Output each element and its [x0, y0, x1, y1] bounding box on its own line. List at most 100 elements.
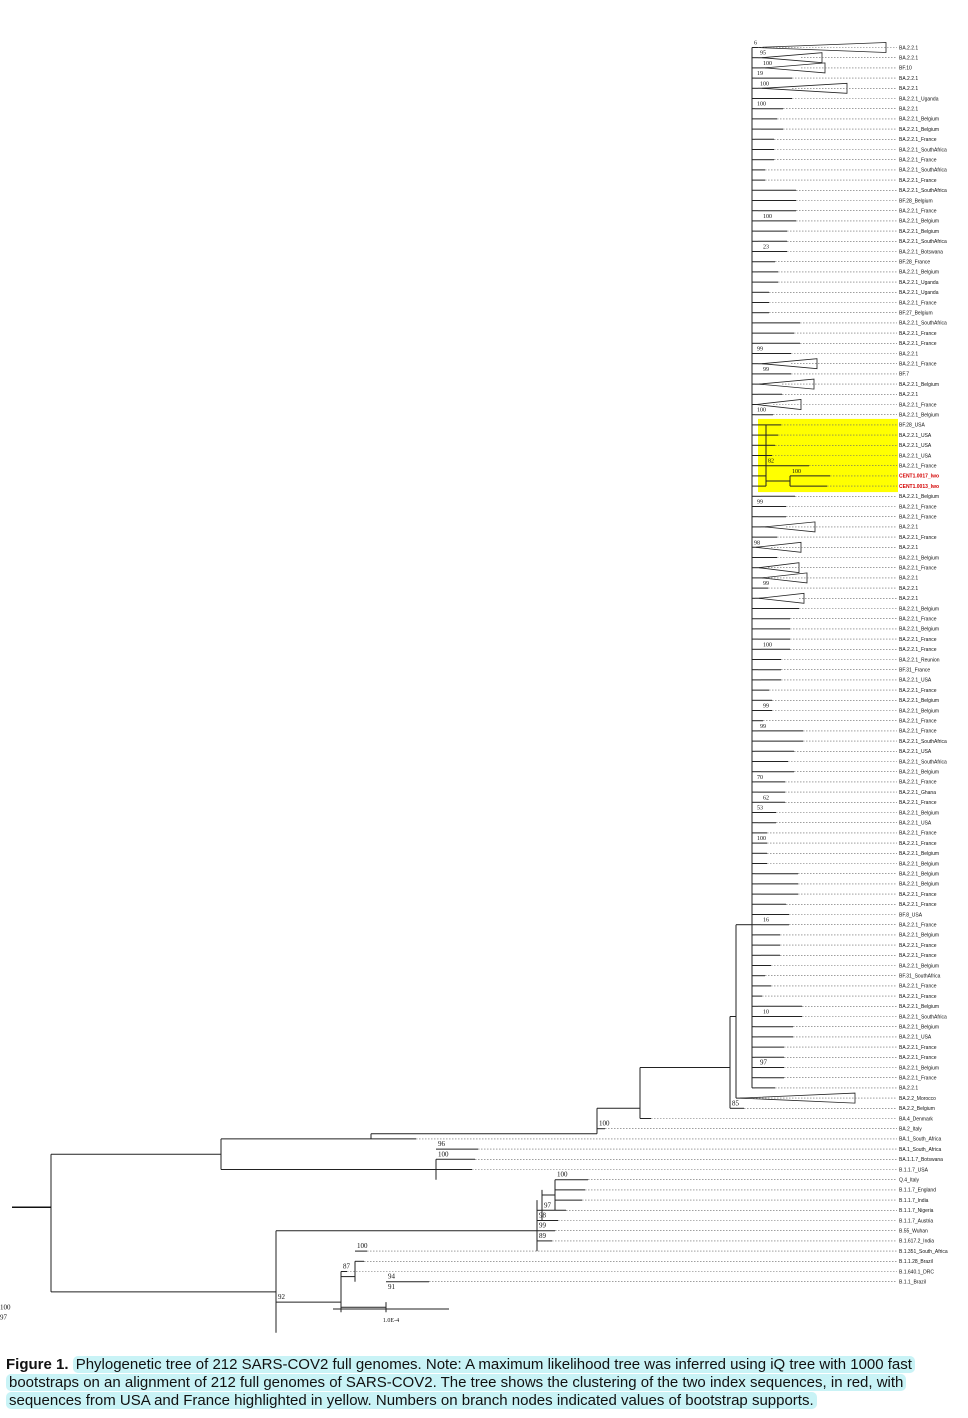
- bootstrap-value: 100: [792, 469, 801, 475]
- tip-label: BA.2.2.1_Ghana: [899, 790, 936, 796]
- bootstrap-value: 98: [539, 1212, 547, 1220]
- tip-label: BA.2.2.1_France: [899, 637, 937, 643]
- tip-label: BA.2.2.1_USA: [899, 1035, 932, 1041]
- tip-label: BA.2.2.1_SouthAfrica: [899, 739, 947, 745]
- bootstrap-value: 99: [539, 1222, 547, 1230]
- tip-label: BA.2.2_Morocco: [899, 1096, 936, 1102]
- tip-label: BA.2.2.1_USA: [899, 821, 932, 827]
- tip-label: BA.2.2.1_France: [899, 1045, 937, 1051]
- tip-label: BA.2.2.1: [899, 392, 918, 398]
- tip-label: BA.2.2.1_Belgium: [899, 127, 939, 133]
- bootstrap-value: 89: [539, 1232, 547, 1240]
- figure-caption-lead: Figure 1.: [6, 1356, 69, 1373]
- bootstrap-value: 99: [763, 367, 769, 373]
- tip-label: BA.2.2.1_France: [899, 892, 937, 898]
- bootstrap-value: 97: [544, 1201, 552, 1209]
- tip-label: BA.2.2.1_Reunion: [899, 657, 940, 663]
- tip-label: B.1.640.1_DRC: [899, 1269, 934, 1275]
- tip-label: BA.2.2.1_Belgium: [899, 555, 939, 561]
- figure-caption: Figure 1. Phylogenetic tree of 212 SARS-…: [6, 1356, 962, 1410]
- tip-label: BA.2.2.1_Belgium: [899, 933, 939, 939]
- tip-label: BA.2.2.1_France: [899, 137, 937, 143]
- tip-label: BA.2.2.1_SouthAfrica: [899, 239, 947, 245]
- tip-label: BA.2.2.1_USA: [899, 453, 932, 459]
- tip-label: BF.7: [899, 372, 909, 378]
- tip-label: B.1.1.7_USA: [899, 1167, 929, 1173]
- bootstrap-value: 16: [763, 918, 769, 924]
- bootstrap-value: 100: [763, 214, 772, 220]
- bootstrap-labels: 6951001910010010023999910082100999899100…: [0, 41, 801, 1322]
- tip-label: BA.2.2.1_Belgium: [899, 770, 939, 776]
- tip-label: BF.28_France: [899, 260, 930, 266]
- tip-label: BA.2.2.1_SouthAfrica: [899, 168, 947, 174]
- tip-label: B.1.617.2_India: [899, 1239, 934, 1245]
- tip-label: BA.2.2.1_France: [899, 402, 937, 408]
- tip-label: BA.1.1.7_Botswana: [899, 1157, 943, 1163]
- tip-label: BA.2.2.1_France: [899, 780, 937, 786]
- bootstrap-value: 99: [763, 704, 769, 710]
- bootstrap-value: 23: [763, 245, 769, 251]
- bootstrap-value: 99: [757, 347, 763, 353]
- tip-label: BA.2.2.1_SouthAfrica: [899, 759, 947, 765]
- bootstrap-value: 100: [357, 1242, 368, 1250]
- tip-label: BA.2.2.1_France: [899, 902, 937, 908]
- tip-label: BA.2.2.1_Uganda: [899, 290, 939, 296]
- tip-label: BA.2.2.1_Belgium: [899, 219, 939, 225]
- bootstrap-value: 91: [388, 1283, 396, 1291]
- bootstrap-value: 87: [343, 1263, 351, 1271]
- tip-leader-lines: [347, 47, 897, 1282]
- tip-label: BA.2.2.1: [899, 525, 918, 531]
- tip-label: BA.2.2.1: [899, 545, 918, 551]
- collapsed-clade-triangle: [758, 592, 805, 604]
- tip-label: BF.27_Belgium: [899, 311, 933, 317]
- index-sequence-label: CENT1.0013_Iwo: [899, 484, 939, 490]
- tip-label: BA.2.2.1_France: [899, 515, 937, 521]
- scale-bar: 1.0E-4: [333, 1308, 449, 1324]
- bootstrap-value: 100: [760, 81, 769, 87]
- tip-label: BA.2.2.1_Belgium: [899, 872, 939, 878]
- tip-label: BA.2.2.1_France: [899, 800, 937, 806]
- tip-label: BA.2.2.1_France: [899, 341, 937, 347]
- tip-label: BA.2_Italy: [899, 1127, 922, 1133]
- tip-label: BA.2.2.1_Belgium: [899, 494, 939, 500]
- tip-label: BA.2.2_Belgium: [899, 1106, 935, 1112]
- tip-label: BA.2.2.1_Belgium: [899, 708, 939, 714]
- tip-label: B.1.1_Brazil: [899, 1280, 926, 1286]
- tip-label: BA.2.2.1_France: [899, 953, 937, 959]
- tip-label: BA.2.2.1_France: [899, 994, 937, 1000]
- tip-label: BA.2.2.1_USA: [899, 433, 932, 439]
- tip-label: BA.2.2.1_France: [899, 841, 937, 847]
- bootstrap-value: 94: [388, 1273, 396, 1281]
- tip-label: BA.2.2.1_France: [899, 647, 937, 653]
- tip-label: BA.1_South_Africa: [899, 1147, 941, 1153]
- tip-label: BF.8_USA: [899, 912, 923, 918]
- bootstrap-value: 62: [763, 795, 769, 801]
- tip-label: BA.2.2.1_Belgium: [899, 413, 939, 419]
- tip-label: BA.2.2.1_Belgium: [899, 861, 939, 867]
- bootstrap-value: 95: [760, 51, 766, 57]
- tip-label: BA.2.2.1_USA: [899, 678, 932, 684]
- tip-label: BA.2.2.1_SouthAfrica: [899, 1014, 947, 1020]
- tip-label: BA.2.2.1_SouthAfrica: [899, 321, 947, 327]
- tip-label: BA.2.2.1_Belgium: [899, 117, 939, 123]
- tip-label: BA.2.2.1_Belgium: [899, 1004, 939, 1010]
- bootstrap-value: 92: [278, 1293, 286, 1301]
- tip-label: B.1.351_South_Africa: [899, 1249, 948, 1255]
- bootstrap-value: 100: [757, 408, 766, 414]
- tip-label: BA.2.2.1: [899, 1086, 918, 1092]
- bootstrap-value: 6: [754, 41, 757, 47]
- index-sequence-label: CENT1.0017_Iwo: [899, 474, 939, 480]
- tip-label: BA.2.2.1_France: [899, 1076, 937, 1082]
- bootstrap-value: 85: [732, 1099, 740, 1107]
- tip-label: BA.2.2.1_Belgium: [899, 963, 939, 969]
- bootstrap-value: 98: [754, 540, 760, 546]
- tip-label: BA.2.2.1_France: [899, 943, 937, 949]
- tip-label: BA.2.2.1_France: [899, 1055, 937, 1061]
- bootstrap-value: 99: [763, 581, 769, 587]
- tip-label: BA.2.2.1_Belgium: [899, 1025, 939, 1031]
- tip-label: BA.2.2.1: [899, 76, 918, 82]
- tip-label: BA.2.2.1_France: [899, 331, 937, 337]
- tip-label: BA.1_South_Africa: [899, 1137, 941, 1143]
- bootstrap-value: 100: [0, 1303, 11, 1311]
- collapsed-clade-triangle: [761, 358, 818, 370]
